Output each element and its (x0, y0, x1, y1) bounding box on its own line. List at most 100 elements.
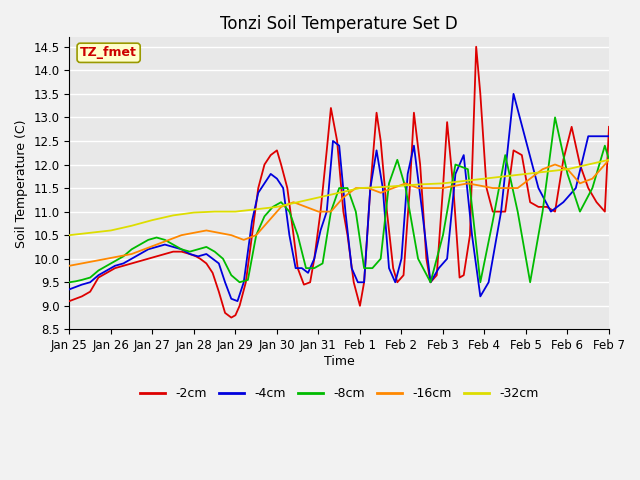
-8cm (414, 256, 422, 262)
-16cm (605, 157, 613, 163)
-4cm (194, 253, 202, 259)
Line: -2cm: -2cm (69, 47, 609, 318)
-16cm (215, 230, 223, 236)
-32cm (564, 167, 572, 172)
-16cm (477, 183, 484, 189)
-32cm (501, 173, 509, 179)
-8cm (605, 157, 613, 163)
-32cm (543, 168, 550, 174)
-16cm (526, 176, 534, 181)
-16cm (501, 185, 509, 191)
-16cm (202, 228, 210, 233)
-32cm (481, 176, 488, 181)
-32cm (605, 157, 613, 163)
Line: -4cm: -4cm (69, 94, 609, 301)
-4cm (227, 296, 235, 301)
-8cm (186, 249, 194, 254)
-16cm (427, 185, 435, 191)
-16cm (439, 185, 447, 191)
-16cm (103, 256, 111, 262)
-32cm (86, 230, 94, 236)
-32cm (148, 217, 156, 223)
-32cm (252, 206, 260, 212)
-16cm (153, 242, 161, 248)
-16cm (240, 237, 248, 243)
-32cm (211, 209, 218, 215)
-16cm (302, 204, 310, 210)
-32cm (335, 190, 343, 196)
-8cm (78, 277, 86, 283)
-4cm (136, 251, 144, 257)
-16cm (227, 232, 235, 238)
-16cm (539, 167, 547, 172)
-16cm (601, 162, 609, 168)
-16cm (576, 180, 584, 186)
-16cm (190, 230, 198, 236)
-16cm (389, 185, 397, 191)
-2cm (255, 185, 262, 191)
-4cm (497, 209, 505, 215)
-32cm (273, 204, 281, 210)
-16cm (402, 180, 410, 186)
Y-axis label: Soil Temperature (C): Soil Temperature (C) (15, 119, 28, 248)
-32cm (315, 194, 323, 200)
-4cm (605, 133, 613, 139)
-16cm (327, 209, 335, 215)
-16cm (290, 199, 298, 205)
-16cm (339, 194, 347, 200)
-16cm (315, 209, 323, 215)
-8cm (310, 265, 318, 271)
-32cm (107, 228, 115, 233)
-32cm (190, 210, 198, 216)
-16cm (364, 185, 372, 191)
Line: -8cm: -8cm (69, 118, 609, 282)
-2cm (605, 124, 613, 130)
-32cm (522, 171, 530, 177)
-2cm (584, 185, 592, 191)
-2cm (227, 315, 235, 321)
-2cm (65, 298, 73, 304)
-2cm (472, 44, 480, 49)
-4cm (285, 232, 293, 238)
-32cm (397, 183, 405, 189)
-16cm (178, 232, 186, 238)
-32cm (294, 199, 301, 205)
-2cm (344, 232, 351, 238)
-16cm (514, 185, 522, 191)
-16cm (589, 176, 596, 181)
-32cm (419, 181, 426, 187)
-4cm (342, 209, 349, 215)
-16cm (452, 183, 460, 189)
-32cm (128, 223, 136, 228)
-16cm (252, 232, 260, 238)
-4cm (509, 91, 517, 97)
Text: TZ_fmet: TZ_fmet (80, 46, 137, 60)
-2cm (273, 147, 281, 153)
-16cm (551, 162, 559, 168)
-32cm (460, 178, 468, 184)
-16cm (377, 190, 385, 196)
-32cm (232, 209, 239, 215)
-8cm (65, 279, 73, 285)
-32cm (356, 185, 364, 191)
-16cm (265, 218, 273, 224)
-16cm (277, 204, 285, 210)
-2cm (248, 232, 256, 238)
-16cm (489, 185, 497, 191)
-32cm (377, 184, 385, 190)
-16cm (564, 167, 572, 172)
X-axis label: Time: Time (324, 355, 355, 368)
-2cm (178, 249, 186, 254)
-16cm (65, 263, 73, 269)
-16cm (78, 261, 86, 266)
-16cm (464, 180, 472, 186)
-32cm (584, 162, 592, 168)
-16cm (115, 253, 123, 259)
-8cm (136, 242, 144, 248)
-4cm (65, 287, 73, 292)
-8cm (551, 115, 559, 120)
-32cm (65, 232, 73, 238)
-16cm (414, 185, 422, 191)
-4cm (234, 298, 241, 304)
-16cm (140, 246, 148, 252)
